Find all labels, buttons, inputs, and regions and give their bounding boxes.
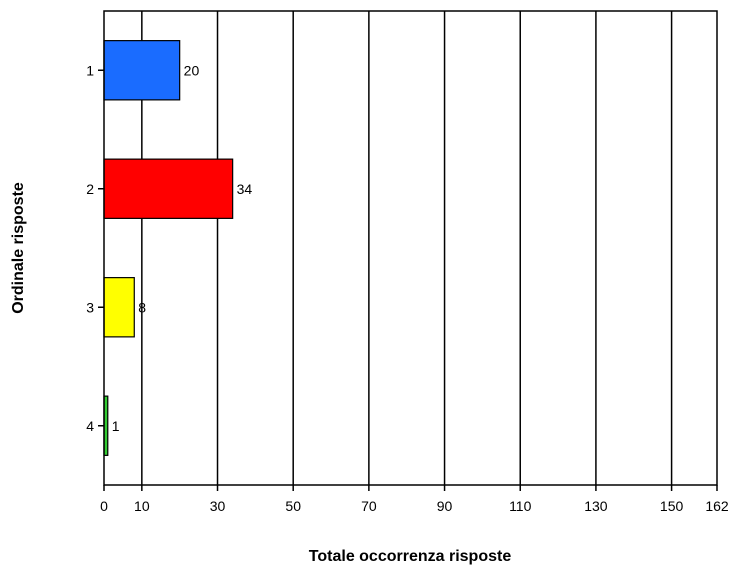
y-axis-title: Ordinale risposte — [10, 182, 27, 314]
data-label-1: 20 — [184, 62, 200, 78]
bar-2 — [103, 158, 234, 219]
grid-lines — [141, 11, 673, 485]
x-tick-label-10: 10 — [134, 498, 150, 514]
data-label-2: 34 — [237, 181, 253, 197]
bars — [103, 40, 234, 456]
y-tick-label-2: 2 — [86, 181, 94, 197]
x-tick-label-0: 0 — [100, 498, 108, 514]
x-tick-label-70: 70 — [361, 498, 377, 514]
y-tick-label-4: 4 — [86, 418, 94, 434]
x-axis-title: Totale occorrenza risposte — [309, 548, 512, 565]
x-tick-label-110: 110 — [509, 498, 532, 514]
plot-area-frame — [103, 10, 718, 486]
x-tick-label-30: 30 — [210, 498, 226, 514]
y-tick-label-1: 1 — [86, 62, 94, 78]
bar-1 — [103, 40, 181, 101]
data-label-3: 8 — [138, 299, 146, 315]
x-tick-label-162: 162 — [705, 498, 729, 514]
data-label-4: 1 — [112, 418, 120, 434]
x-tick-label-50: 50 — [285, 498, 301, 514]
y-tick-label-3: 3 — [86, 299, 94, 315]
bar-3 — [103, 277, 135, 338]
x-tick-label-90: 90 — [437, 498, 453, 514]
x-tick-label-130: 130 — [584, 498, 608, 514]
data-labels: 20 34 8 1 — [112, 62, 253, 434]
x-tick-label-150: 150 — [660, 498, 684, 514]
